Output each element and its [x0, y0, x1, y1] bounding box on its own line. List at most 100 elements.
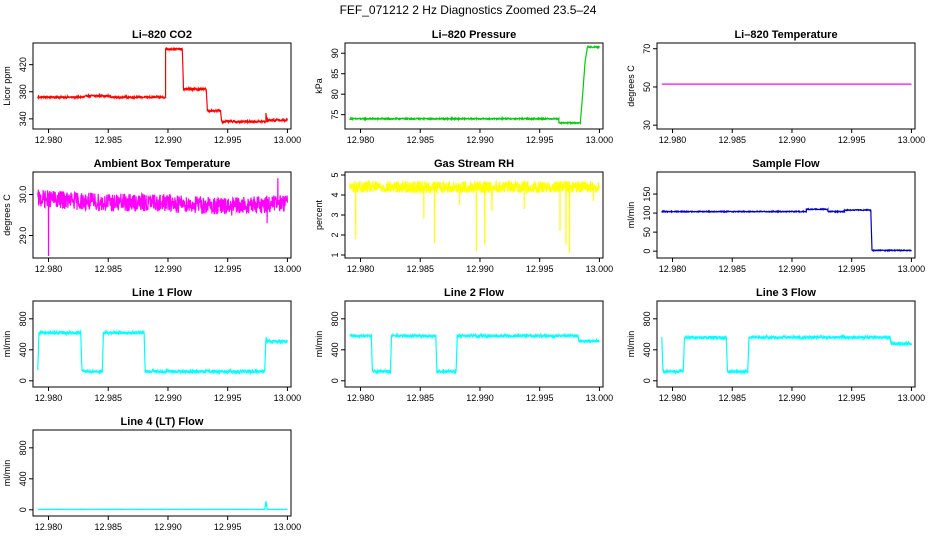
x-tick-label: 12.985	[94, 135, 122, 145]
y-tick-label: 0	[642, 378, 652, 383]
x-tick-label: 12.980	[35, 522, 63, 532]
x-tick-label: 12.990	[154, 135, 182, 145]
x-tick-label: 12.985	[718, 393, 746, 403]
x-tick-label: 12.980	[35, 393, 63, 403]
plot-frame	[344, 300, 604, 388]
y-tick-label: 0	[330, 378, 340, 383]
panel-title: Li–820 Temperature	[734, 29, 837, 41]
panel-8: Line 2 Flow ml/min 12.980 12.985 12.990 12.99…	[314, 287, 613, 403]
x-tick-label: 12.995	[214, 522, 242, 532]
series-line	[349, 179, 601, 254]
y-tick-label: 400	[18, 342, 28, 357]
y-tick-label: 800	[642, 311, 652, 326]
y-axis-label: degrees C	[2, 194, 12, 236]
x-tick-label: 12.995	[838, 393, 866, 403]
x-tick-label: 12.995	[526, 264, 554, 274]
plot-frame	[344, 42, 604, 130]
series-line	[661, 207, 912, 253]
plot-frame	[32, 300, 292, 388]
y-tick-label: 150	[642, 187, 652, 202]
x-tick-label: 12.980	[347, 264, 375, 274]
x-tick-label: 12.990	[778, 393, 806, 403]
panel-title: Line 2 Flow	[444, 287, 504, 299]
y-tick-label: 90	[330, 48, 340, 58]
y-axis-label: degrees C	[626, 65, 636, 107]
x-tick-label: 12.980	[35, 135, 63, 145]
x-tick-label: 12.995	[838, 264, 866, 274]
x-tick-label: 12.990	[154, 522, 182, 532]
y-axis-label: ml/min	[626, 202, 636, 229]
y-tick-label: 50	[642, 82, 652, 92]
x-tick-label: 12.985	[406, 135, 434, 145]
y-tick-label: 80	[330, 89, 340, 99]
x-tick-label: 13.000	[898, 135, 926, 145]
y-tick-label: 100	[642, 206, 652, 221]
x-tick-label: 12.990	[466, 264, 494, 274]
y-tick-label: 400	[642, 342, 652, 357]
panel-title: Gas Stream RH	[434, 158, 514, 170]
panel-5: Gas Stream RH percent 12.980 12.985 12.990 12…	[314, 158, 613, 274]
y-axis-label: ml/min	[314, 331, 324, 358]
x-tick-label: 12.980	[659, 264, 687, 274]
panel-3: Li–820 Temperature degrees C 12.980 12.985 1…	[626, 29, 925, 145]
panel-6: Sample Flow ml/min 12.980 12.985 12.990 12.99…	[626, 158, 925, 274]
x-tick-label: 12.985	[718, 264, 746, 274]
y-tick-label: 30.0	[18, 186, 28, 204]
x-tick-label: 13.000	[274, 393, 302, 403]
x-tick-label: 12.995	[526, 135, 554, 145]
y-tick-label: 340	[18, 111, 28, 126]
series-line	[661, 333, 913, 376]
y-axis-label: kPa	[314, 78, 324, 94]
x-tick-label: 12.985	[94, 264, 122, 274]
x-tick-label: 12.980	[659, 393, 687, 403]
y-tick-label: 29.0	[18, 227, 28, 245]
panel-2: Li–820 Pressure kPa 12.980 12.985 12.990 12.9…	[314, 29, 613, 145]
y-axis-label: ml/min	[2, 460, 12, 487]
panel-10: Line 4 (LT) Flow ml/min 12.980 12.985 12.990…	[2, 416, 301, 532]
plot-frame	[32, 171, 292, 259]
plot-frame	[656, 300, 916, 388]
x-tick-label: 12.990	[154, 264, 182, 274]
x-tick-label: 13.000	[274, 522, 302, 532]
y-axis-label: percent	[314, 199, 324, 230]
x-tick-label: 12.995	[838, 135, 866, 145]
y-tick-label: 5	[330, 172, 340, 177]
series-line	[37, 46, 288, 125]
x-tick-label: 12.985	[718, 135, 746, 145]
x-tick-label: 12.995	[214, 393, 242, 403]
x-tick-label: 12.980	[659, 135, 687, 145]
x-tick-label: 12.990	[778, 135, 806, 145]
y-tick-label: 0	[18, 378, 28, 383]
plot-frame	[656, 171, 916, 259]
x-tick-label: 13.000	[586, 393, 614, 403]
x-tick-label: 12.990	[778, 264, 806, 274]
x-tick-label: 12.985	[406, 264, 434, 274]
series-line	[349, 332, 600, 376]
y-tick-label: 75	[330, 110, 340, 120]
plot-frame	[656, 42, 916, 130]
y-tick-label: 800	[330, 311, 340, 326]
y-tick-label: 0	[642, 249, 652, 254]
x-tick-label: 12.980	[347, 393, 375, 403]
x-tick-label: 12.980	[35, 264, 63, 274]
y-axis-label: ml/min	[2, 331, 12, 358]
x-tick-label: 12.985	[94, 393, 122, 403]
panel-title: Li–820 CO2	[132, 29, 192, 41]
y-tick-label: 0	[18, 507, 28, 512]
x-tick-label: 13.000	[586, 135, 614, 145]
x-tick-label: 12.995	[526, 393, 554, 403]
panel-9: Line 3 Flow ml/min 12.980 12.985 12.990 12.99…	[626, 287, 925, 403]
x-tick-label: 12.990	[466, 393, 494, 403]
plot-frame	[32, 429, 292, 517]
x-tick-label: 12.980	[347, 135, 375, 145]
x-tick-label: 13.000	[274, 264, 302, 274]
x-tick-label: 12.995	[214, 135, 242, 145]
y-tick-label: 50	[642, 227, 652, 237]
x-tick-label: 12.985	[94, 522, 122, 532]
panel-title: Li–820 Pressure	[432, 29, 516, 41]
panel-1: Li–820 CO2 Licor ppm 12.980 12.985 12.990 12.…	[2, 29, 301, 145]
panel-4: Ambient Box Temperature degrees C 12.980 12…	[2, 158, 301, 274]
y-tick-label: 800	[18, 440, 28, 455]
